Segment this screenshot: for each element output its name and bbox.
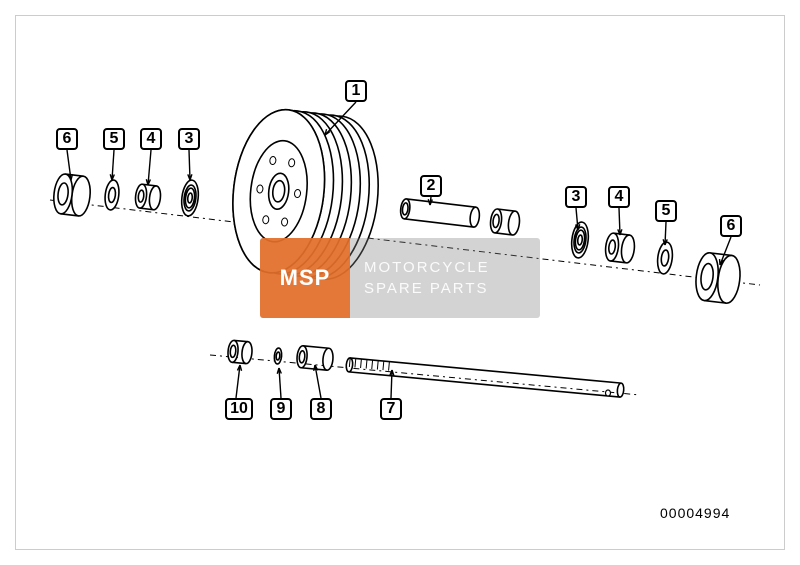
watermark-line2: SPARE PARTS [364,278,540,299]
callout-1: 1 [345,80,367,102]
callout-4: 4 [608,186,630,208]
callout-6: 6 [56,128,78,150]
callout-3: 3 [178,128,200,150]
callout-5: 5 [103,128,125,150]
watermark-text: MOTORCYCLE SPARE PARTS [350,238,540,318]
diagram-canvas: 654312345610987 MSP MOTORCYCLE SPARE PAR… [0,0,800,565]
callout-6: 6 [720,215,742,237]
callout-2: 2 [420,175,442,197]
callout-5: 5 [655,200,677,222]
callout-9: 9 [270,398,292,420]
diagram-id-label: 00004994 [660,505,730,521]
callout-4: 4 [140,128,162,150]
callout-3: 3 [565,186,587,208]
watermark-logo: MSP [260,238,350,318]
watermark: MSP MOTORCYCLE SPARE PARTS [260,238,540,318]
callout-8: 8 [310,398,332,420]
callout-10: 10 [225,398,253,420]
watermark-line1: MOTORCYCLE [364,257,540,278]
callout-7: 7 [380,398,402,420]
